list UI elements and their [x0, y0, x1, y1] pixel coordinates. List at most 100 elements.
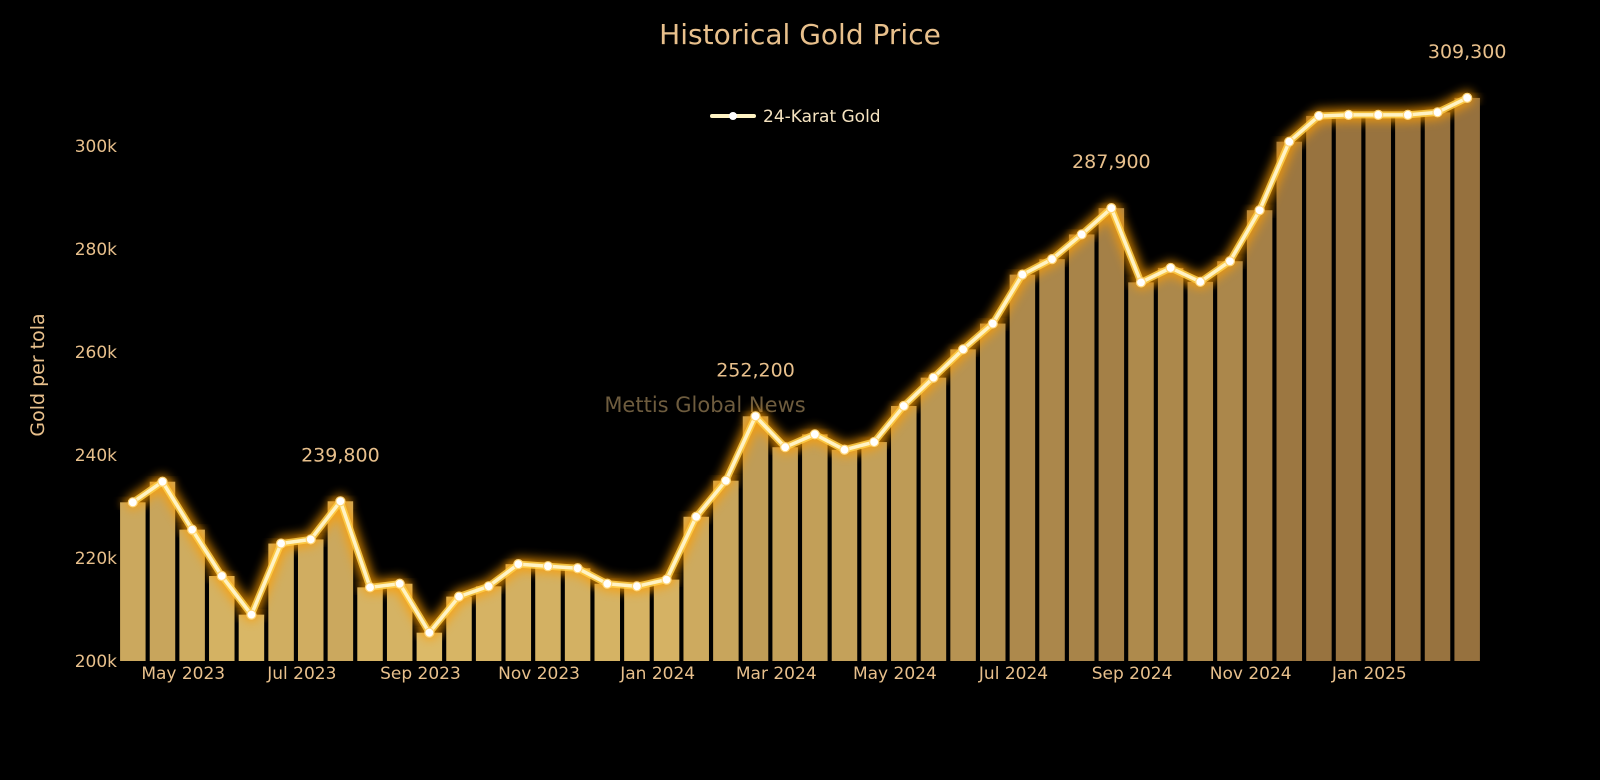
data-point[interactable]: [928, 372, 939, 383]
data-point[interactable]: [1402, 109, 1413, 121]
series-line[interactable]: [131, 96, 1469, 635]
data-point[interactable]: [1165, 262, 1176, 274]
bar[interactable]: [1098, 208, 1125, 661]
data-point[interactable]: [839, 444, 850, 455]
data-point[interactable]: [187, 524, 198, 535]
bar[interactable]: [297, 539, 324, 661]
bar[interactable]: [594, 583, 621, 661]
bar[interactable]: [505, 564, 532, 661]
bar[interactable]: [742, 416, 769, 661]
bar[interactable]: [653, 579, 680, 661]
bar[interactable]: [861, 442, 887, 661]
data-point[interactable]: [691, 511, 702, 522]
data-point[interactable]: [275, 538, 287, 549]
legend-label: 24-Karat Gold: [763, 107, 881, 127]
bar[interactable]: [1128, 282, 1154, 661]
data-point[interactable]: [1195, 276, 1206, 287]
bar[interactable]: [802, 434, 828, 661]
bar[interactable]: [950, 349, 976, 661]
markers-layer: [127, 92, 1473, 638]
data-point[interactable]: [1343, 109, 1354, 121]
data-point[interactable]: [572, 563, 583, 574]
data-point[interactable]: [453, 591, 465, 602]
peak-annotation: 309,300: [1428, 41, 1507, 63]
bar[interactable]: [1157, 267, 1184, 661]
data-point[interactable]: [1284, 136, 1295, 147]
y-tick-label: 200k: [75, 652, 117, 672]
annotations-layer: 239,800 252,200 287,900 309,300: [301, 41, 1506, 466]
bar[interactable]: [1335, 114, 1362, 661]
data-point[interactable]: [631, 581, 643, 592]
bar[interactable]: [1068, 234, 1095, 661]
data-point[interactable]: [1313, 110, 1325, 122]
data-point[interactable]: [957, 344, 969, 355]
bar[interactable]: [1276, 141, 1303, 661]
data-point[interactable]: [809, 429, 820, 440]
line-layer: [129, 94, 1471, 637]
bar[interactable]: [1009, 274, 1036, 661]
data-point[interactable]: [1135, 277, 1147, 288]
data-point[interactable]: [394, 578, 405, 589]
bar[interactable]: [357, 587, 383, 661]
data-point[interactable]: [1254, 205, 1265, 216]
bar[interactable]: [1217, 261, 1243, 661]
bar[interactable]: [1454, 97, 1480, 661]
bar[interactable]: [475, 586, 502, 661]
bar[interactable]: [1306, 115, 1332, 661]
x-tick-label: Sep 2024: [1092, 664, 1173, 684]
data-point[interactable]: [1373, 109, 1384, 121]
x-tick-label: Nov 2024: [1210, 664, 1292, 684]
data-point[interactable]: [898, 400, 909, 412]
data-point[interactable]: [1224, 256, 1236, 267]
data-point[interactable]: [246, 609, 257, 620]
data-point[interactable]: [987, 318, 998, 329]
data-point[interactable]: [750, 411, 761, 422]
data-point[interactable]: [869, 436, 880, 448]
bar[interactable]: [831, 449, 858, 661]
bar[interactable]: [1424, 112, 1451, 661]
bar[interactable]: [624, 586, 650, 661]
data-point[interactable]: [483, 581, 494, 592]
bar[interactable]: [1395, 114, 1421, 661]
data-point[interactable]: [661, 574, 672, 585]
data-point[interactable]: [720, 475, 731, 486]
bar[interactable]: [1365, 114, 1391, 661]
bar[interactable]: [713, 480, 739, 661]
data-point[interactable]: [1462, 92, 1473, 104]
bar[interactable]: [149, 481, 176, 661]
legend[interactable]: 24-Karat Gold: [710, 107, 881, 127]
data-point[interactable]: [305, 534, 316, 545]
x-tick-label: Jul 2024: [978, 664, 1048, 684]
bar[interactable]: [238, 614, 265, 661]
x-tick-label: May 2023: [141, 664, 225, 684]
data-point[interactable]: [127, 497, 138, 508]
bar[interactable]: [1246, 210, 1273, 661]
y-tick-label: 220k: [75, 549, 117, 569]
bar[interactable]: [979, 323, 1006, 661]
data-point[interactable]: [364, 582, 376, 593]
data-point[interactable]: [1432, 107, 1443, 118]
x-tick-label: Jan 2025: [1331, 664, 1407, 684]
bar[interactable]: [920, 377, 947, 661]
data-point[interactable]: [424, 627, 435, 638]
data-point[interactable]: [1106, 203, 1117, 214]
bar[interactable]: [1039, 259, 1065, 661]
data-point[interactable]: [157, 476, 168, 487]
data-point[interactable]: [1076, 229, 1087, 240]
data-point[interactable]: [542, 561, 554, 572]
data-point[interactable]: [1046, 254, 1058, 265]
bar[interactable]: [535, 566, 561, 661]
x-tick-label: May 2024: [853, 664, 937, 684]
data-point[interactable]: [513, 559, 524, 570]
data-point[interactable]: [780, 442, 791, 453]
data-point[interactable]: [1017, 269, 1028, 280]
bar[interactable]: [1187, 281, 1214, 661]
data-point[interactable]: [216, 570, 227, 582]
bar[interactable]: [564, 568, 591, 661]
bar[interactable]: [120, 502, 146, 661]
data-point[interactable]: [335, 496, 346, 507]
data-point[interactable]: [602, 578, 613, 589]
bar[interactable]: [891, 405, 917, 661]
bar[interactable]: [772, 447, 798, 661]
